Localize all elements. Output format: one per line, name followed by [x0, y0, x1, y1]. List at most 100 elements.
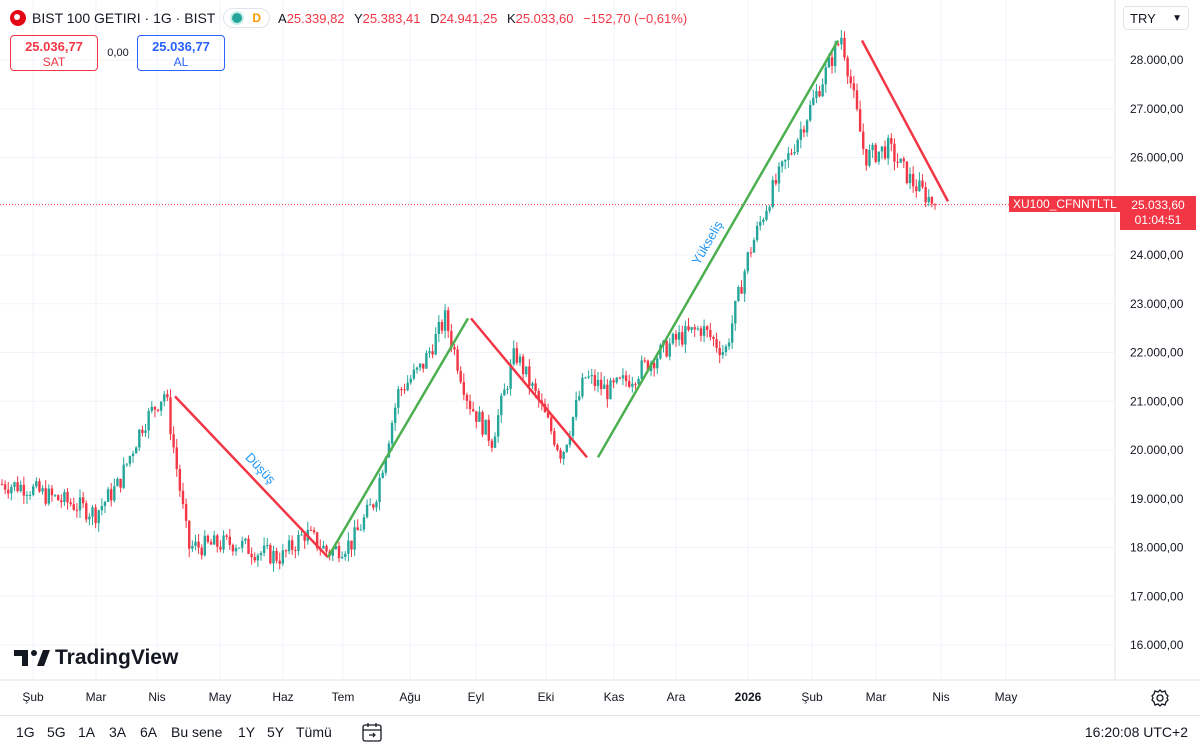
candle-body — [693, 327, 696, 330]
y-tick-label: 27.000,00 — [1130, 102, 1184, 116]
range-button-6[interactable]: 1Y — [238, 724, 256, 740]
candle-body — [425, 353, 428, 369]
candle-body — [159, 401, 163, 411]
candle-body — [715, 338, 718, 348]
market-status[interactable]: D — [223, 8, 271, 28]
candle-body — [877, 151, 881, 162]
candle-body — [852, 83, 856, 91]
candle-body — [406, 382, 409, 391]
candle-body — [284, 550, 288, 552]
symbol-price-tag: XU100_CFNNTLTL — [1009, 196, 1120, 212]
candle-body — [88, 516, 91, 520]
candle-body — [830, 57, 834, 67]
candle-body — [821, 84, 824, 97]
candle-body — [890, 138, 893, 144]
candle-body — [465, 394, 469, 401]
candle-body — [356, 527, 359, 531]
candle-body — [628, 381, 631, 387]
candle-body — [359, 529, 363, 531]
candle-body — [843, 37, 846, 58]
candle-body — [584, 377, 587, 379]
calendar-icon[interactable] — [361, 721, 383, 743]
candle-body — [574, 399, 578, 418]
range-button-7[interactable]: 5Y — [267, 724, 285, 740]
candle-body — [350, 540, 353, 550]
candle-body — [41, 488, 44, 492]
sell-button[interactable]: 25.036,77 SAT — [10, 35, 98, 71]
tradingview-logo[interactable]: TradingView — [14, 646, 178, 670]
x-tick-label: Kas — [604, 690, 625, 704]
candle-body — [144, 430, 147, 433]
candle-body — [871, 144, 874, 151]
candle-body — [234, 548, 238, 552]
candle-body — [91, 507, 94, 517]
candle-body — [60, 500, 63, 503]
candle-body — [668, 343, 671, 357]
candle-body — [353, 527, 356, 550]
candle-body — [734, 300, 737, 324]
candle-body — [802, 129, 806, 133]
candle-body — [340, 556, 344, 559]
candle-body — [63, 491, 66, 503]
candle-body — [403, 389, 406, 391]
range-button-3[interactable]: 3A — [109, 724, 127, 740]
gear-icon[interactable] — [1150, 688, 1170, 708]
candle-body — [456, 349, 459, 371]
candle-body — [815, 91, 818, 98]
candle-body — [933, 203, 937, 205]
candle-body — [266, 545, 269, 547]
candle-body — [150, 406, 153, 411]
candle-body — [490, 440, 494, 448]
candle-body — [415, 367, 419, 370]
range-button-5[interactable]: Bu sene — [171, 724, 223, 740]
candle-body — [528, 366, 531, 386]
candle-body — [549, 417, 553, 432]
candle-body — [38, 481, 41, 492]
candle-body — [896, 161, 899, 163]
candle-body — [94, 507, 97, 524]
y-tick-label: 19.000,00 — [1130, 492, 1184, 506]
range-button-2[interactable]: 1A — [78, 724, 96, 740]
buy-button[interactable]: 25.036,77 AL — [137, 35, 225, 71]
candle-body — [303, 534, 306, 541]
candle-body — [603, 384, 606, 390]
ohlc-open: 25.339,82 — [286, 10, 345, 26]
candle-body — [256, 555, 260, 561]
range-button-8[interactable]: Tümü — [296, 724, 332, 740]
y-tick-label: 20.000,00 — [1130, 443, 1184, 457]
x-tick-label: Nis — [148, 690, 165, 704]
candle-body — [899, 158, 902, 163]
candle-body — [197, 541, 200, 548]
candle-body — [206, 535, 210, 542]
symbol-title[interactable]: BIST 100 GETIRI · 1G · BIST — [32, 10, 216, 26]
chart-header: BIST 100 GETIRI · 1G · BIST D A25.339,82… — [10, 8, 693, 28]
ohlc-high-label: Y — [353, 10, 363, 26]
candle-body — [471, 409, 475, 412]
candle-body — [393, 407, 397, 424]
x-tick-label: Tem — [332, 690, 355, 704]
x-tick-label: Mar — [86, 690, 107, 704]
candle-body — [740, 287, 743, 294]
candle-body — [422, 363, 425, 369]
candle-body — [290, 540, 294, 550]
candle-body — [85, 503, 88, 520]
candle-body — [478, 411, 481, 422]
candle-body — [737, 287, 740, 301]
candle-body — [755, 225, 759, 240]
candle-body — [25, 495, 29, 497]
range-button-1[interactable]: 5G — [47, 724, 66, 740]
time-readout[interactable]: 16:20:08 UTC+2 — [1084, 724, 1188, 740]
candle-body — [506, 388, 509, 390]
range-button-0[interactable]: 1G — [16, 724, 35, 740]
candle-body — [7, 489, 10, 494]
candle-body — [812, 97, 815, 105]
candle-body — [241, 540, 244, 548]
bottom-toolbar — [0, 715, 1200, 746]
ohlc-close-label: K — [506, 10, 516, 26]
candle-body — [237, 547, 241, 549]
range-button-4[interactable]: 6A — [140, 724, 158, 740]
currency-selector[interactable]: TRY ▼ — [1123, 6, 1189, 30]
candle-body — [116, 478, 119, 487]
candle-body — [768, 207, 771, 211]
